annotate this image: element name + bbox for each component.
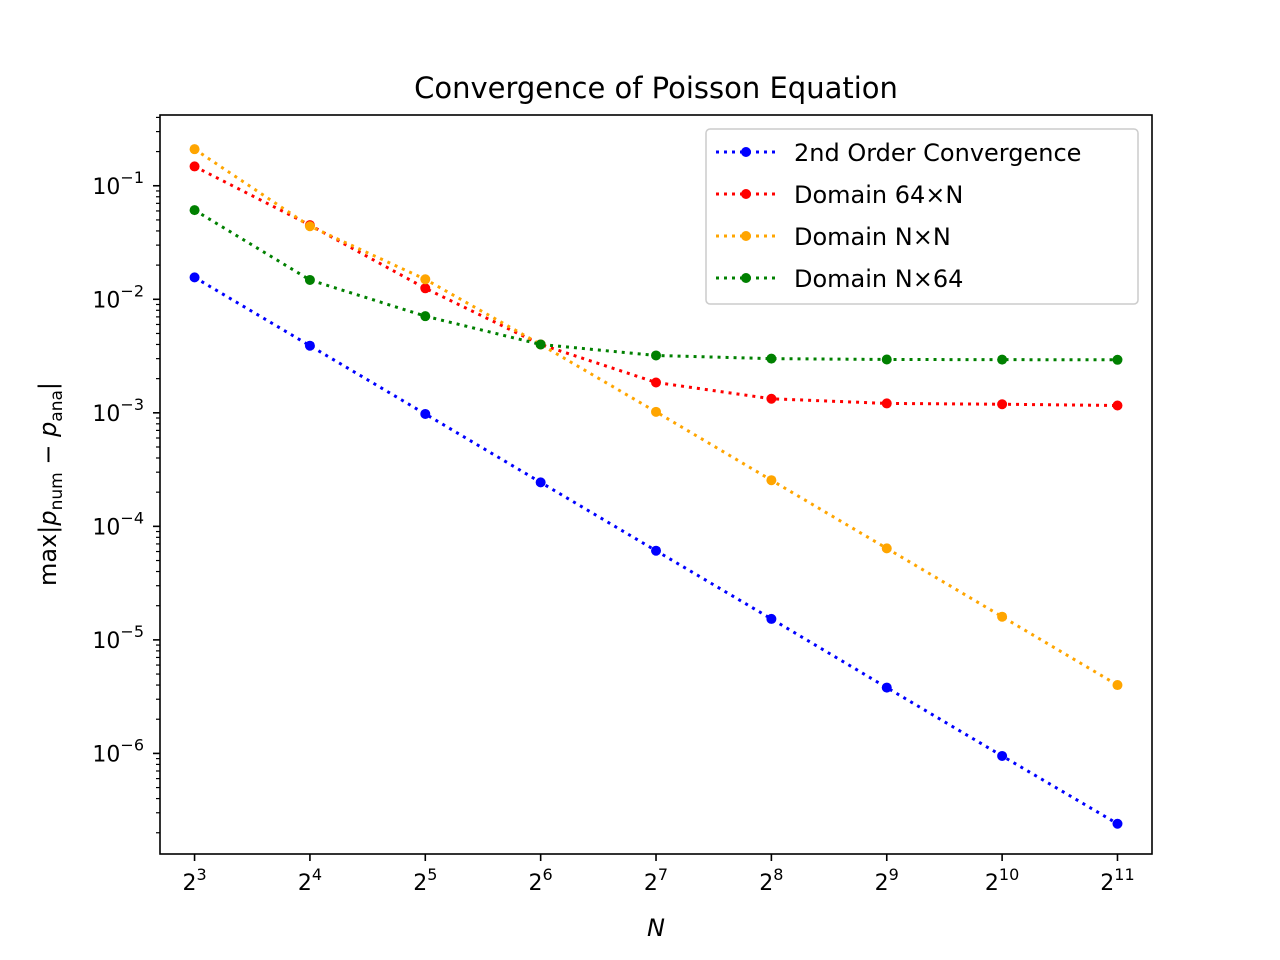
y-tick-label: 10−6	[92, 735, 144, 767]
chart-title: Convergence of Poisson Equation	[414, 71, 898, 105]
data-point	[304, 274, 315, 285]
data-point	[189, 205, 200, 216]
legend-marker	[741, 273, 751, 283]
data-point	[535, 477, 546, 488]
legend-label: Domain 64×N	[794, 181, 963, 209]
data-point	[420, 283, 431, 294]
y-tick-label: 10−1	[92, 168, 144, 200]
x-tick-label: 24	[298, 865, 322, 896]
x-tick-label: 211	[1100, 865, 1134, 896]
data-point	[997, 399, 1008, 410]
y-tick-label: 10−4	[92, 508, 144, 540]
legend-marker	[741, 147, 751, 157]
data-point	[881, 398, 892, 409]
plot-frame	[159, 114, 1153, 855]
series-line	[193, 147, 1119, 687]
data-point	[1112, 400, 1123, 411]
data-point	[189, 144, 200, 155]
data-point	[651, 545, 662, 556]
data-point	[881, 543, 892, 554]
x-tick-label: 26	[529, 865, 553, 896]
y-axis-label: max|pnum − pana|	[34, 382, 67, 586]
data-point	[997, 611, 1008, 622]
data-point	[881, 682, 892, 693]
legend-entry: Domain 64×N	[716, 181, 963, 209]
data-point	[420, 274, 431, 285]
data-point	[881, 354, 892, 365]
legend-marker	[741, 231, 751, 241]
x-tick-label: 27	[644, 865, 668, 896]
legend-label: Domain N×64	[794, 265, 963, 293]
x-tick-label: 28	[759, 865, 783, 896]
data-point	[189, 272, 200, 283]
data-point	[651, 350, 662, 361]
data-point	[1112, 818, 1123, 829]
y-tick-label: 10−2	[92, 281, 144, 313]
data-point	[1112, 680, 1123, 691]
series-layer	[189, 144, 1123, 829]
legend-entry: Domain N×64	[716, 265, 963, 293]
data-point	[651, 406, 662, 417]
series-4	[189, 205, 1123, 365]
x-tick-label: 210	[985, 865, 1019, 896]
data-point	[651, 377, 662, 388]
legend: 2nd Order Convergence Domain 64×N Domain N…	[705, 128, 1139, 305]
data-point	[304, 221, 315, 232]
data-point	[420, 311, 431, 322]
data-point	[189, 161, 200, 172]
data-point	[766, 475, 777, 486]
data-point	[997, 750, 1008, 761]
x-tick-label: 23	[182, 865, 206, 896]
data-point	[304, 340, 315, 351]
legend-label: 2nd Order Convergence	[794, 139, 1081, 167]
legend-marker	[741, 189, 751, 199]
legend-box	[705, 128, 1139, 305]
y-tick-label: 10−3	[92, 395, 144, 427]
legend-entry: Domain N×N	[716, 223, 951, 251]
data-point	[766, 353, 777, 364]
series-3	[189, 144, 1123, 691]
data-point	[420, 408, 431, 419]
x-tick-label: 25	[413, 865, 437, 896]
data-point	[766, 393, 777, 404]
x-axis-label: N	[647, 914, 665, 942]
x-tick-label: 29	[875, 865, 899, 896]
legend-entry: 2nd Order Convergence	[716, 139, 1081, 167]
data-point	[535, 339, 546, 350]
data-point	[1112, 354, 1123, 365]
series-1	[189, 272, 1123, 829]
legend-label: Domain N×N	[794, 223, 951, 251]
data-point	[766, 613, 777, 624]
y-tick-label: 10−5	[92, 622, 144, 654]
data-point	[997, 354, 1008, 365]
